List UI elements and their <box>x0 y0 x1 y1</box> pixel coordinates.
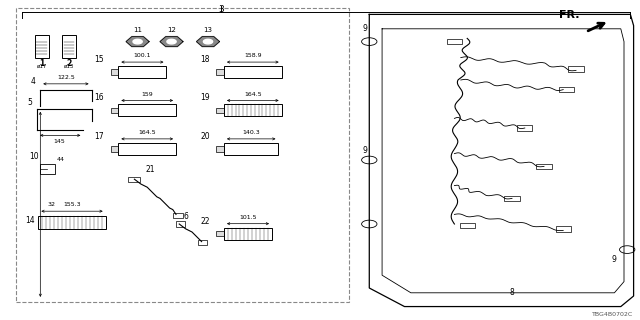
Bar <box>118 104 176 116</box>
Text: 145: 145 <box>53 139 65 144</box>
Polygon shape <box>40 164 55 174</box>
Circle shape <box>362 156 377 164</box>
Circle shape <box>362 38 377 45</box>
Bar <box>173 213 183 218</box>
Text: 9: 9 <box>362 146 367 155</box>
Bar <box>62 35 76 58</box>
Polygon shape <box>111 108 118 113</box>
Bar <box>517 125 532 131</box>
Polygon shape <box>196 36 220 47</box>
Text: 15: 15 <box>95 55 104 64</box>
Polygon shape <box>216 146 224 152</box>
Bar <box>198 240 207 245</box>
Text: TBG4B0702C: TBG4B0702C <box>593 312 634 317</box>
Text: ø13: ø13 <box>64 63 74 68</box>
Polygon shape <box>126 36 149 47</box>
Polygon shape <box>133 39 142 44</box>
Text: 2: 2 <box>67 59 72 68</box>
Text: 9: 9 <box>362 24 367 33</box>
Text: 140.3: 140.3 <box>243 130 260 135</box>
Polygon shape <box>167 39 176 44</box>
Text: 158.9: 158.9 <box>244 53 262 58</box>
Bar <box>504 196 520 201</box>
Text: 1: 1 <box>39 59 44 68</box>
Polygon shape <box>160 36 183 47</box>
Bar <box>556 226 571 232</box>
Text: 21: 21 <box>146 165 155 174</box>
Polygon shape <box>111 69 118 75</box>
Polygon shape <box>216 69 224 75</box>
Bar <box>35 35 49 58</box>
Text: 10: 10 <box>29 152 38 161</box>
Circle shape <box>362 220 377 228</box>
Text: 32: 32 <box>48 202 56 207</box>
Bar <box>568 66 584 72</box>
Text: 19: 19 <box>200 93 210 102</box>
Text: 155.3: 155.3 <box>63 202 81 207</box>
Text: 8: 8 <box>509 288 515 297</box>
Text: 13: 13 <box>204 27 212 33</box>
Bar <box>224 104 282 116</box>
Text: 100.1: 100.1 <box>134 53 151 58</box>
Text: 12: 12 <box>167 27 176 33</box>
Bar <box>176 221 185 227</box>
Bar <box>16 8 349 302</box>
Bar <box>460 223 475 228</box>
Polygon shape <box>216 108 224 113</box>
Text: 9: 9 <box>612 255 617 264</box>
Text: 22: 22 <box>200 217 210 226</box>
Bar <box>224 143 278 155</box>
Polygon shape <box>111 146 118 152</box>
Bar <box>224 228 272 240</box>
Text: 3: 3 <box>218 5 223 14</box>
Text: 17: 17 <box>95 132 104 141</box>
Bar <box>118 143 176 155</box>
Text: ø17: ø17 <box>36 63 47 68</box>
Text: 20: 20 <box>200 132 210 141</box>
Text: FR.: FR. <box>559 10 579 20</box>
Bar <box>128 177 140 182</box>
Text: 18: 18 <box>200 55 210 64</box>
Text: 6: 6 <box>183 212 188 221</box>
Text: 4: 4 <box>30 77 35 86</box>
Text: 159: 159 <box>141 92 153 97</box>
Polygon shape <box>216 231 224 236</box>
Bar <box>224 66 282 78</box>
Polygon shape <box>204 39 212 44</box>
Bar <box>447 39 462 44</box>
Text: 11: 11 <box>133 27 142 33</box>
Bar <box>559 87 574 92</box>
Text: 5: 5 <box>27 98 32 107</box>
Text: 164.5: 164.5 <box>138 130 156 135</box>
Bar <box>38 216 106 229</box>
Text: 44: 44 <box>56 157 65 162</box>
Circle shape <box>620 246 635 253</box>
Text: 16: 16 <box>95 93 104 102</box>
Text: 14: 14 <box>26 216 35 225</box>
Text: 164.5: 164.5 <box>244 92 262 97</box>
Text: 101.5: 101.5 <box>239 215 257 220</box>
Bar <box>536 164 552 169</box>
Bar <box>118 66 166 78</box>
Text: 122.5: 122.5 <box>57 75 75 80</box>
